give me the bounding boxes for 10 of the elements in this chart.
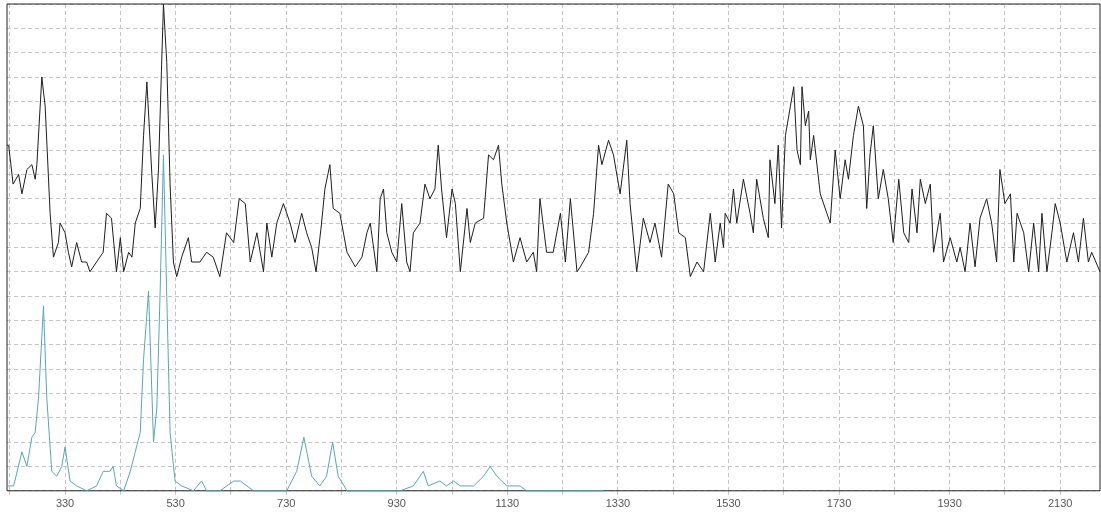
x-tick-label: 1130 [495,497,520,510]
x-tick-label: 1530 [716,497,741,510]
x-tick-label: 2130 [1047,497,1073,510]
x-tick-label: 530 [166,497,185,510]
x-tick-label: 730 [277,497,296,510]
x-tick-label: 930 [387,497,406,510]
x-tick-label: 330 [55,497,75,510]
x-tick-label: 1930 [937,497,962,510]
x-tick-label: 1330 [605,497,631,510]
x-tick-label: 1730 [826,497,852,510]
